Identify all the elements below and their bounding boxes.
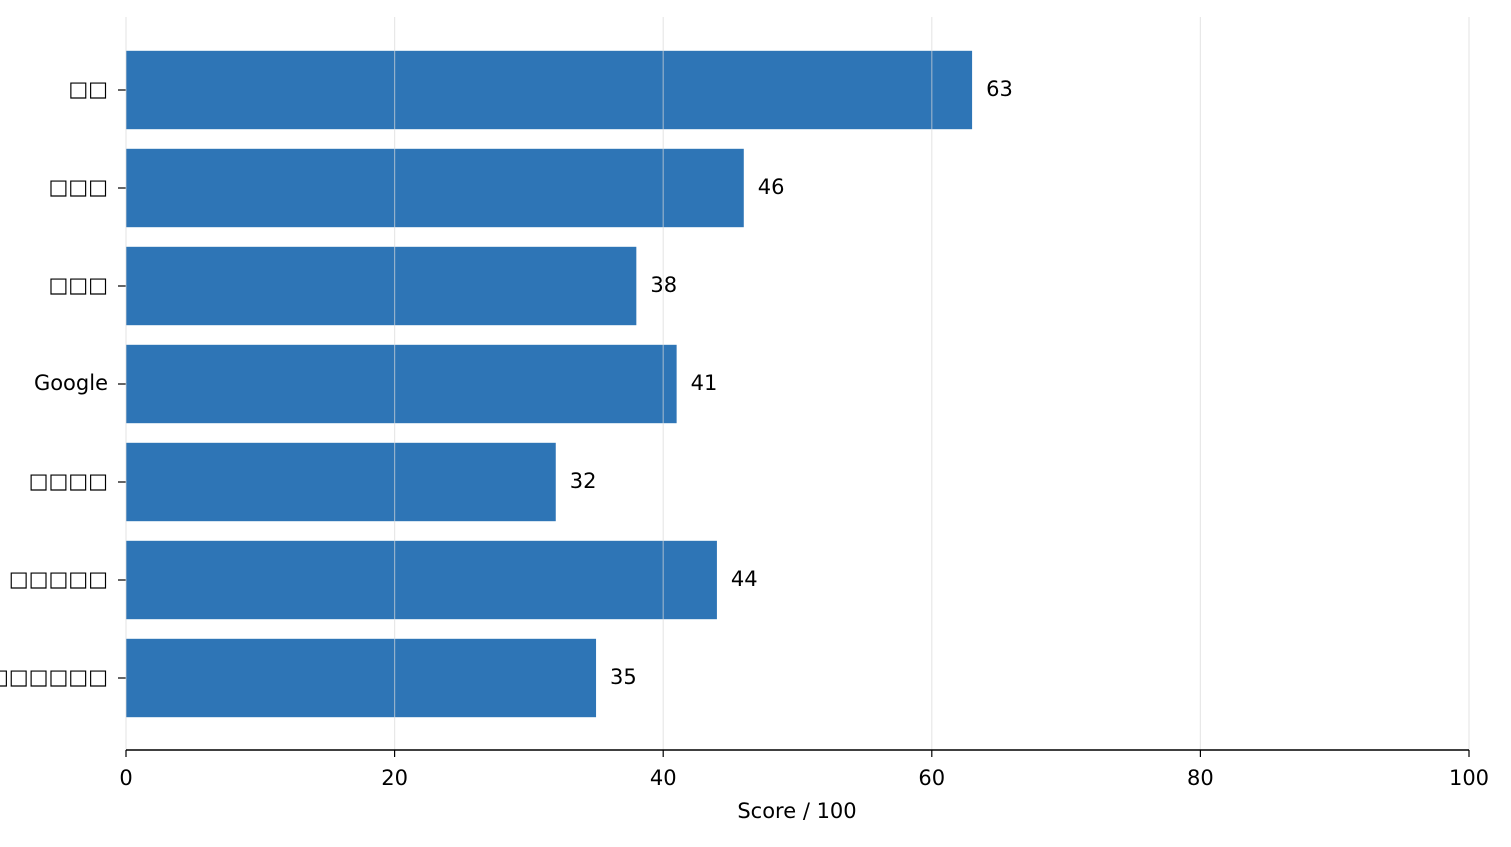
x-tick-label: 20 <box>381 766 408 790</box>
x-tick-label: 60 <box>918 766 945 790</box>
y-tick-label: □□□□□□ <box>0 665 108 689</box>
bar <box>126 246 637 326</box>
bar <box>126 442 556 522</box>
bar <box>126 50 973 130</box>
y-tick-label: □□□□□ <box>9 567 108 591</box>
y-tick-label: □□□ <box>48 273 108 297</box>
y-tick-label: Google <box>34 371 108 395</box>
x-tick-label: 40 <box>650 766 677 790</box>
x-axis-label: Score / 100 <box>737 799 856 823</box>
value-label: 63 <box>986 77 1013 101</box>
x-tick-label: 0 <box>119 766 132 790</box>
bar <box>126 344 677 424</box>
value-label: 46 <box>758 175 785 199</box>
value-label: 35 <box>610 665 637 689</box>
x-tick-label: 80 <box>1187 766 1214 790</box>
y-tick-label: □□□ <box>48 175 108 199</box>
value-label: 44 <box>731 567 758 591</box>
x-tick-label: 100 <box>1449 766 1489 790</box>
y-tick-label: □□□□ <box>29 469 108 493</box>
value-label: 41 <box>691 371 718 395</box>
value-label: 32 <box>570 469 597 493</box>
y-tick-label: □□ <box>68 77 108 101</box>
bar <box>126 638 597 718</box>
bar <box>126 540 717 620</box>
bar <box>126 148 744 228</box>
